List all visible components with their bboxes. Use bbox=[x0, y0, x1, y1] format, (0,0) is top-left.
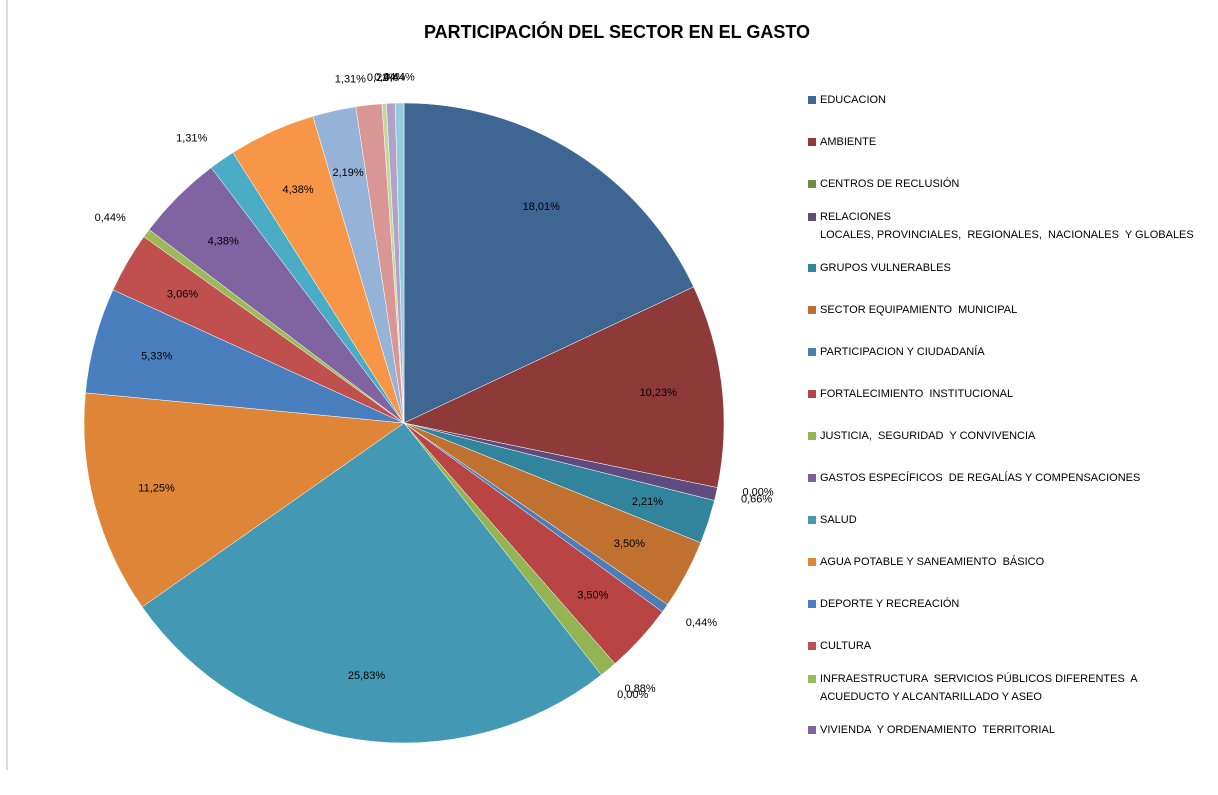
data-label: 0,00% bbox=[742, 487, 773, 499]
chart-title: PARTICIPACIÓN DEL SECTOR EN EL GASTO bbox=[424, 21, 810, 42]
legend-swatch bbox=[808, 348, 816, 356]
legend-swatch bbox=[808, 213, 816, 221]
data-label: 0,22% bbox=[367, 72, 398, 84]
data-label: 0,44% bbox=[384, 71, 415, 83]
data-label: 0,00% bbox=[617, 689, 648, 701]
data-label: 2,19% bbox=[332, 167, 363, 179]
legend-label: EDUCACION bbox=[820, 94, 886, 106]
data-label: 25,83% bbox=[348, 670, 386, 682]
legend-label: VIVIENDA Y ORDENAMIENTO TERRITORIAL bbox=[820, 724, 1055, 736]
data-label: 5,33% bbox=[141, 351, 172, 363]
data-label: 2,21% bbox=[632, 496, 663, 508]
legend-swatch bbox=[808, 726, 816, 734]
pie-slice bbox=[141, 422, 602, 744]
legend-swatch bbox=[808, 558, 816, 566]
legend-label: DEPORTE Y RECREACIÓN bbox=[820, 597, 959, 610]
legend-swatch bbox=[808, 390, 816, 398]
legend-label: CULTURA bbox=[820, 640, 872, 652]
legend-swatch bbox=[808, 306, 816, 314]
legend-label: CENTROS DE RECLUSIÓN bbox=[820, 177, 959, 190]
pie-slice bbox=[403, 102, 694, 424]
data-label: 4,38% bbox=[282, 184, 313, 196]
legend-swatch bbox=[808, 642, 816, 650]
pie-slice bbox=[394, 102, 405, 424]
data-label: 0,44% bbox=[374, 72, 405, 84]
data-label: 4,38% bbox=[208, 236, 239, 248]
data-label: 18,01% bbox=[523, 201, 561, 213]
legend-label: INFRAESTRUCTURA SERVICIOS PÚBLICOS DIFER… bbox=[820, 672, 1138, 703]
data-label: 3,50% bbox=[577, 590, 608, 602]
legend-swatch bbox=[808, 264, 816, 272]
legend-label: SECTOR EQUIPAMIENTO MUNICIPAL bbox=[820, 304, 1017, 316]
legend-swatch bbox=[808, 600, 816, 608]
legend-label: AGUA POTABLE Y SANEAMIENTO BÁSICO bbox=[820, 555, 1045, 568]
legend-label: JUSTICIA, SEGURIDAD Y CONVIVENCIA bbox=[820, 430, 1036, 442]
legend-label: AMBIENTE bbox=[820, 136, 876, 148]
legend-swatch bbox=[808, 474, 816, 482]
data-label: 0,66% bbox=[741, 494, 772, 506]
legend-label: FORTALECIMIENTO INSTITUCIONAL bbox=[820, 388, 1013, 400]
pie-slice bbox=[83, 392, 405, 608]
legend-label: GRUPOS VULNERABLES bbox=[820, 262, 951, 274]
data-label: 11,25% bbox=[138, 482, 175, 494]
legend-swatch bbox=[808, 432, 816, 440]
data-label: 10,23% bbox=[640, 387, 678, 399]
data-label: 0,88% bbox=[625, 683, 656, 695]
legend-swatch bbox=[808, 96, 816, 104]
data-label: 1,31% bbox=[335, 73, 366, 85]
data-label: 3,50% bbox=[614, 538, 645, 550]
legend-swatch bbox=[808, 138, 816, 146]
data-label: 3,06% bbox=[167, 289, 198, 301]
legend-swatch bbox=[808, 180, 816, 188]
pie-slice bbox=[403, 286, 725, 488]
legend-swatch bbox=[808, 675, 816, 683]
legend-label: GASTOS ESPECÍFICOS DE REGALÍAS Y COMPENS… bbox=[820, 471, 1140, 484]
data-label: 0,44% bbox=[95, 212, 126, 224]
legend-swatch bbox=[808, 516, 816, 524]
legend-label: SALUD bbox=[820, 514, 857, 526]
legend-label: RELACIONES LOCALES, PROVINCIALES, REGIONA… bbox=[820, 211, 1194, 241]
legend-label: PARTICIPACION Y CIUDADANÍA bbox=[820, 345, 985, 358]
data-label: 1,31% bbox=[176, 133, 207, 145]
data-label: 0,44% bbox=[686, 617, 717, 629]
